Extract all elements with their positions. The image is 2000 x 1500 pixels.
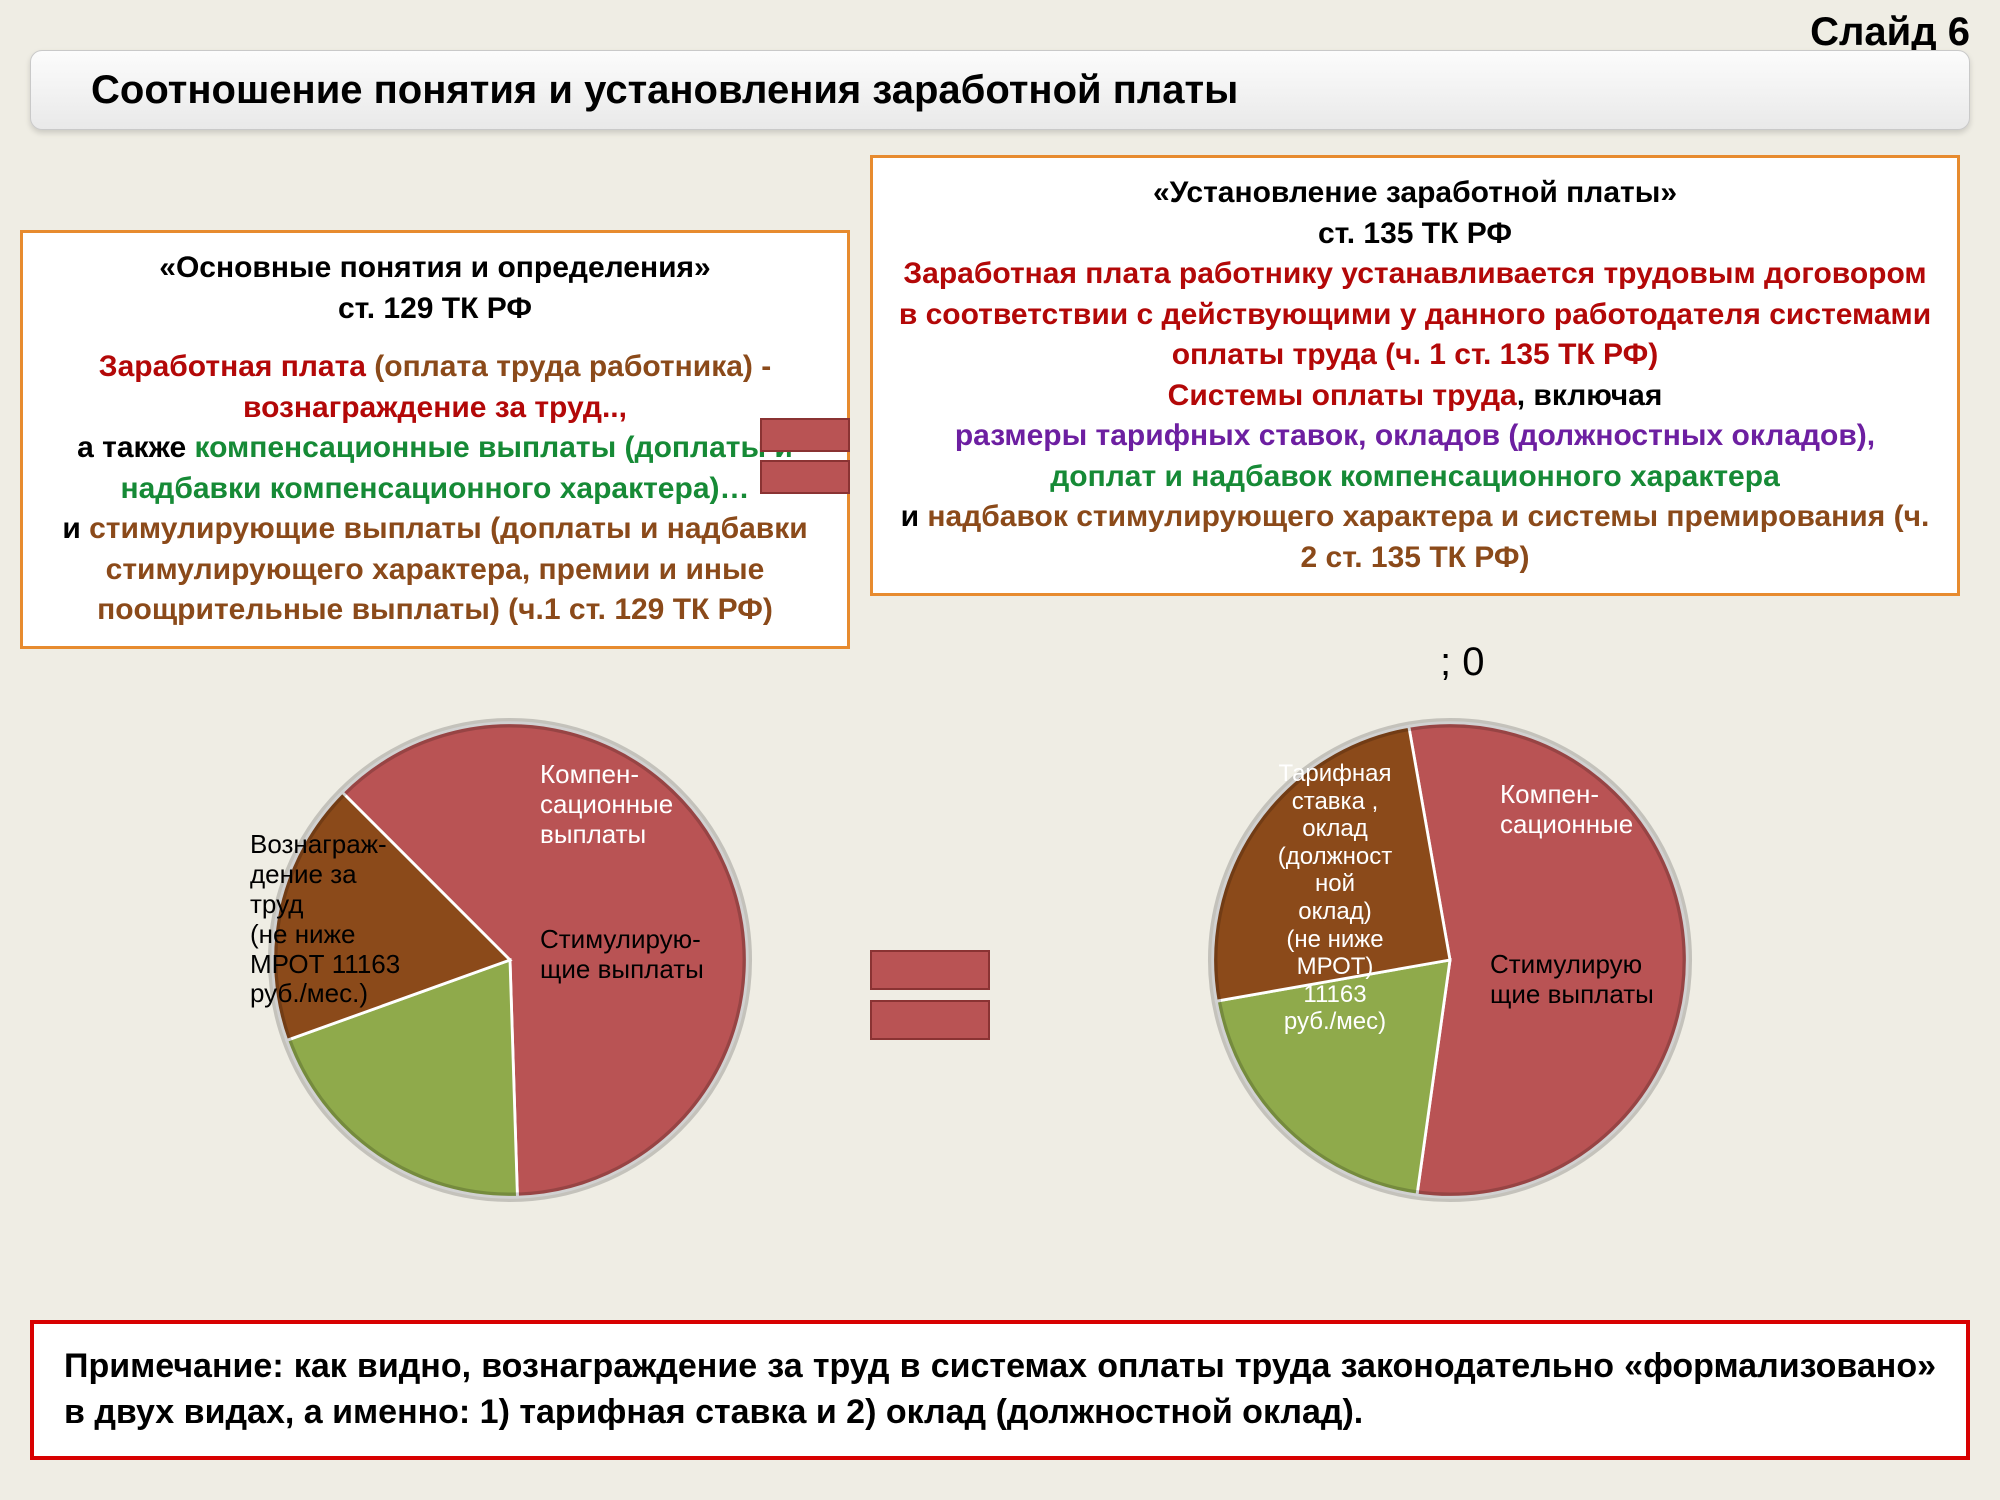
zero-label: ; 0 — [1440, 640, 1484, 685]
pie-right-label-stim: Стимулирую щие выплаты — [1490, 950, 1654, 1010]
equals-bottom — [870, 940, 990, 1050]
box-article-129: «Основные понятия и определения» ст. 129… — [20, 230, 850, 649]
l135-l7a: и — [901, 500, 928, 533]
l129-line6: и стимулирующие выплаты (доплаты и надба… — [43, 509, 827, 631]
l135-l4b: , включая — [1517, 379, 1663, 412]
l135-title2: ст. 135 ТК РФ — [893, 214, 1937, 255]
l129-l3a: Заработная плата — [99, 350, 366, 383]
l129-line5: а также компенсационные выплаты (доплаты… — [43, 428, 827, 509]
l129-l6b: стимулирующие выплаты (доплаты и надбавк… — [89, 512, 808, 626]
l129-line3: Заработная плата (оплата труда работника… — [43, 347, 827, 388]
l129-l3b: (оплата труда работника) - — [366, 350, 771, 383]
l135-l5: размеры тарифных ставок, окладов (должно… — [893, 416, 1937, 457]
page-title: Соотношение понятия и установления зараб… — [30, 50, 1970, 130]
equals-top — [760, 410, 850, 502]
box-article-135: «Установление заработной платы» ст. 135 … — [870, 155, 1960, 596]
pie-left-label-comp: Компен- сационные выплаты — [540, 760, 673, 850]
l135-line4: Системы оплаты труда, включая — [893, 376, 1937, 417]
pie-left-label-stim: Стимулирую- щие выплаты — [540, 925, 704, 985]
pie-right-label-comp: Компен- сационные — [1500, 780, 1633, 840]
l129-l5b: компенсационные выплаты (доплаты и надба… — [120, 431, 792, 505]
l129-l6a: и — [62, 512, 89, 545]
slide-number: Слайд 6 — [1810, 10, 1970, 55]
l129-title2: ст. 129 ТК РФ — [43, 289, 827, 330]
pie-right-label-main: Тарифная ставка , оклад (должност ной ок… — [1250, 760, 1420, 1036]
pie-left-label-main: Вознаграж- дение за труд (не ниже МРОТ 1… — [250, 830, 400, 1009]
l135-l7b: надбавок стимулирующего характера и сист… — [927, 500, 1929, 574]
l129-l5a: а также — [77, 431, 194, 464]
footnote: Примечание: как видно, вознаграждение за… — [30, 1320, 1970, 1460]
l129-l4: вознаграждение за труд.., — [43, 388, 827, 429]
l135-l6: доплат и надбавок компенсационного харак… — [893, 457, 1937, 498]
l135-l4a: Системы оплаты труда — [1168, 379, 1517, 412]
l129-title1: «Основные понятия и определения» — [43, 248, 827, 289]
l135-line7: и надбавок стимулирующего характера и си… — [893, 497, 1937, 578]
l135-title1: «Установление заработной платы» — [893, 173, 1937, 214]
l135-l3: Заработная плата работнику устанавливает… — [893, 254, 1937, 376]
